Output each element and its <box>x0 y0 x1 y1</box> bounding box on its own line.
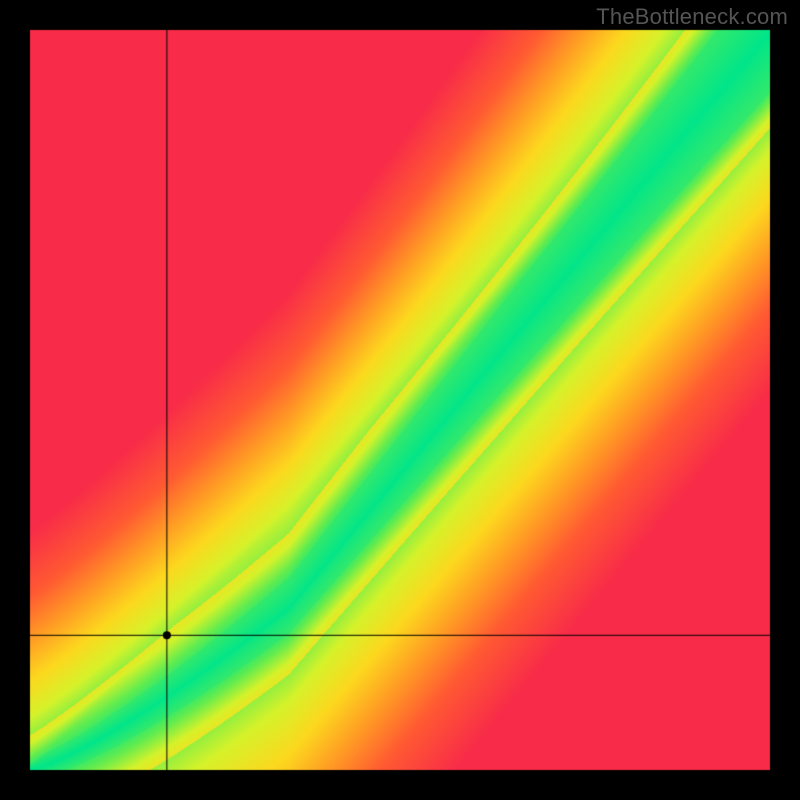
watermark-text: TheBottleneck.com <box>596 4 788 30</box>
chart-container: TheBottleneck.com <box>0 0 800 800</box>
heatmap-canvas <box>0 0 800 800</box>
